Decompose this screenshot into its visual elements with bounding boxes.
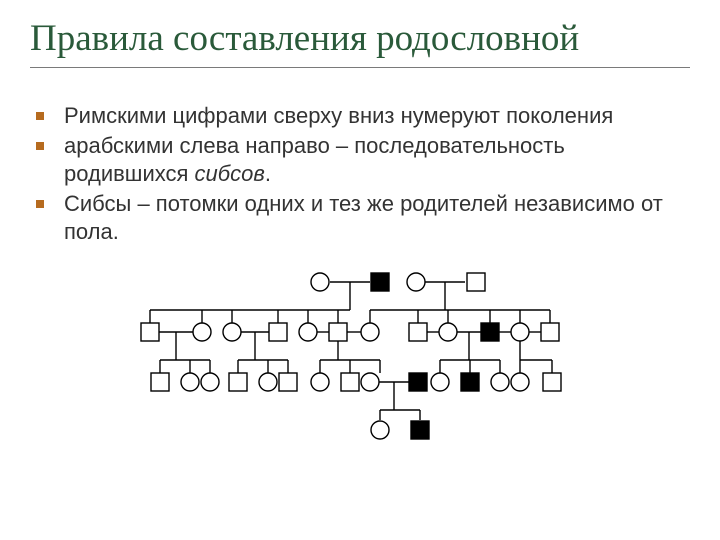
bullet-text: арабскими слева направо – последовательн… [64, 133, 565, 186]
bullet-text-italic: сибсов [195, 161, 265, 186]
bullet-item: Римскими цифрами сверху вниз нумеруют по… [64, 102, 690, 130]
bullet-item: арабскими слева направо – последовательн… [64, 132, 690, 188]
pedigree-diagram [120, 260, 600, 440]
slide: Правила составления родословной Римскими… [0, 0, 720, 540]
pedigree-diagram-container [30, 260, 690, 440]
bullet-text: Римскими цифрами сверху вниз нумеруют по… [64, 103, 613, 128]
bullet-list: Римскими цифрами сверху вниз нумеруют по… [30, 102, 690, 247]
title-underline [30, 67, 690, 68]
slide-title: Правила составления родословной [30, 18, 690, 61]
bullet-text: Сибсы – потомки одних и тез же родителей… [64, 191, 663, 244]
bullet-item: Сибсы – потомки одних и тез же родителей… [64, 190, 690, 246]
bullet-text: . [265, 161, 271, 186]
